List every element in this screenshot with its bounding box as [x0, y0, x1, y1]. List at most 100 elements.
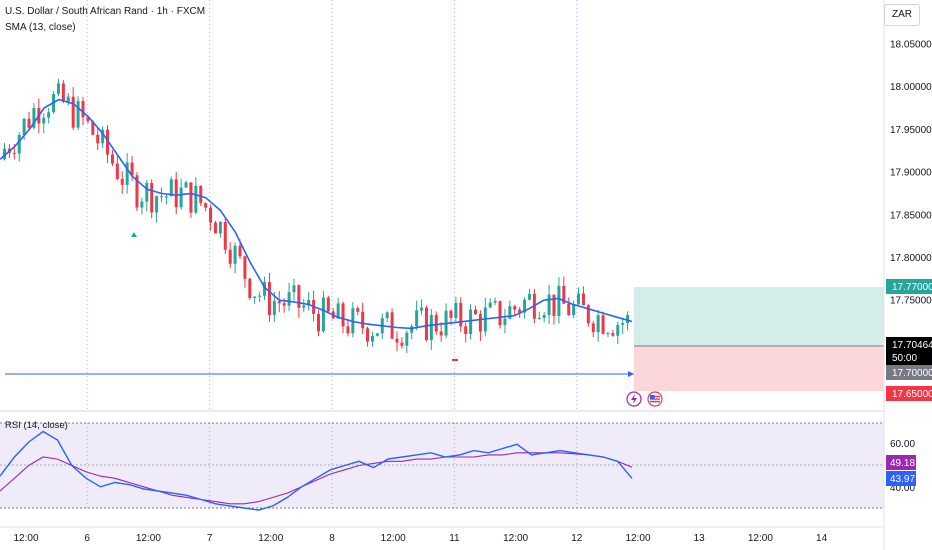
- candle-body: [199, 185, 203, 204]
- candle-body: [218, 221, 222, 234]
- candle-body: [61, 83, 65, 102]
- candle-body: [370, 335, 374, 342]
- candle-body: [248, 278, 252, 299]
- svg-text:43.97: 43.97: [890, 474, 915, 485]
- candle-body: [596, 315, 600, 333]
- candle-body: [390, 312, 394, 339]
- candle-body: [606, 333, 610, 335]
- candle-body: [336, 303, 340, 319]
- candle-body: [395, 338, 399, 343]
- candle-body: [317, 313, 320, 332]
- candle-body: [42, 117, 46, 124]
- take-profit-zone[interactable]: [634, 287, 884, 346]
- candle-body: [277, 301, 281, 304]
- candle-body: [552, 294, 556, 316]
- rsi-ma-line[interactable]: [0, 452, 633, 505]
- svg-text:17.70000: 17.70000: [892, 368, 932, 379]
- candle-body: [523, 299, 527, 313]
- time-tick-label: 7: [207, 533, 213, 544]
- candle-body: [243, 256, 247, 279]
- currency-button[interactable]: ZAR: [884, 4, 920, 26]
- candle-body: [174, 179, 178, 208]
- time-tick-label: 12:00: [13, 533, 38, 544]
- candle-body: [169, 179, 173, 197]
- candle-body: [160, 196, 163, 198]
- rsi-value-label: 43.97: [886, 471, 916, 486]
- candle-body: [346, 326, 350, 334]
- time-tick-label: 12:00: [503, 533, 528, 544]
- candle-body: [120, 178, 124, 185]
- candle-body: [282, 303, 286, 306]
- price-tick-label: 17.75000: [890, 296, 932, 307]
- candle-body: [513, 306, 517, 310]
- candle-body: [66, 96, 70, 102]
- candle-body: [140, 201, 144, 208]
- candle-body: [12, 152, 16, 154]
- candle-body: [47, 112, 51, 118]
- entry-price-label: 17.70000: [886, 365, 932, 380]
- candle-body: [125, 162, 129, 185]
- price-axis[interactable]: 18.05000 18.00000 17.95000 17.90000 17.85000…: [890, 40, 932, 307]
- candle-body: [27, 118, 31, 128]
- candle-body: [287, 292, 291, 306]
- candle-body: [429, 314, 433, 341]
- price-tick-label: 18.05000: [890, 40, 932, 51]
- candle-body: [3, 148, 6, 160]
- candle-body: [591, 323, 595, 333]
- lightning-icon[interactable]: [626, 391, 642, 407]
- us-flag-icon[interactable]: [647, 391, 663, 407]
- candle-body: [488, 302, 492, 308]
- candle-body: [508, 306, 512, 319]
- rsi-legend[interactable]: RSI (14, close): [5, 420, 68, 431]
- candle-body: [164, 196, 168, 198]
- candle-body: [189, 182, 193, 213]
- candle-body: [238, 245, 242, 257]
- candle-body: [503, 318, 507, 326]
- svg-text:17.77000: 17.77000: [892, 282, 932, 293]
- time-tick-label: 12: [571, 533, 583, 544]
- candle-body: [577, 293, 581, 305]
- candle-body: [601, 315, 605, 334]
- candle-body: [135, 175, 139, 208]
- stop-loss-zone[interactable]: [634, 346, 884, 391]
- sma-legend[interactable]: SMA (13, close): [5, 22, 76, 33]
- candle-body: [616, 324, 620, 336]
- sma-line[interactable]: [0, 98, 633, 330]
- candle-body: [209, 207, 213, 223]
- candle-body: [547, 294, 551, 315]
- candle-body: [101, 129, 105, 144]
- candle-body: [307, 299, 311, 306]
- symbol-title[interactable]: U.S. Dollar / South African Rand · 1h · …: [5, 6, 206, 17]
- candle-body: [233, 245, 237, 264]
- candle-body: [537, 317, 541, 319]
- candle-body: [56, 83, 60, 94]
- time-tick-label: 12:00: [136, 533, 161, 544]
- candle-body: [81, 101, 85, 118]
- candle-body: [611, 333, 615, 336]
- candle-body: [228, 249, 232, 264]
- candle-body: [356, 308, 360, 312]
- time-tick-label: 8: [329, 533, 335, 544]
- time-axis[interactable]: 12:00 6 12:00 7 12:00 8 12:00 11 12:00 12 12:00 13 1…: [13, 533, 827, 544]
- time-tick-label: 12:00: [381, 533, 406, 544]
- candle-body: [557, 285, 561, 316]
- candle-body: [361, 311, 365, 329]
- candle-body: [493, 301, 497, 303]
- candle-body: [106, 129, 110, 155]
- candle-body: [459, 302, 463, 327]
- candle-body: [32, 108, 36, 128]
- price-tick-label: 17.80000: [890, 253, 932, 264]
- candle-body: [562, 285, 566, 304]
- candle-body: [518, 309, 522, 313]
- price-tick-label: 17.95000: [890, 125, 932, 136]
- price-tick-label: 18.00000: [890, 82, 932, 93]
- candle-body: [527, 293, 531, 300]
- candle-body: [434, 314, 438, 332]
- time-tick-label: 13: [694, 533, 706, 544]
- candle-body: [375, 333, 379, 336]
- rsi-line[interactable]: [0, 430, 633, 511]
- candle-body: [184, 182, 188, 188]
- candle-body: [272, 301, 276, 316]
- svg-text:17.70464: 17.70464: [892, 340, 932, 351]
